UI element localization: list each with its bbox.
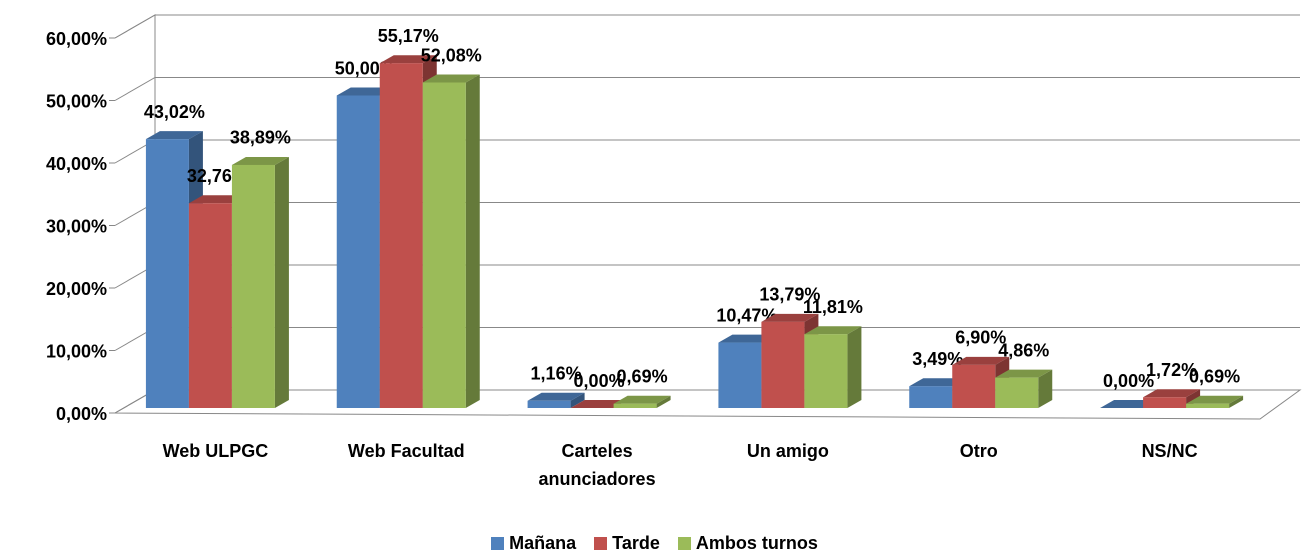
bar-front (952, 364, 996, 408)
bar-front (336, 95, 380, 408)
legend-label: Mañana (509, 533, 577, 553)
bar-top (379, 55, 437, 64)
legend-item: Mañana (491, 533, 576, 554)
data-label: 13,79% (759, 285, 820, 305)
data-label: 0,69% (1189, 366, 1240, 386)
bar-top (570, 400, 628, 408)
grid-line (114, 327, 1300, 351)
bar-top (145, 131, 203, 140)
legend-label: Tarde (612, 533, 660, 553)
data-label: 3,49% (912, 349, 963, 369)
bar (231, 156, 289, 408)
bar-top (527, 392, 585, 401)
bar-side (1229, 395, 1244, 408)
grid-line (114, 202, 1300, 226)
y-tick-label: 40,00% (46, 154, 107, 174)
bar-front (1186, 403, 1230, 408)
data-label: 52,08% (421, 45, 482, 65)
data-label: 55,17% (378, 26, 439, 46)
data-label: 0,69% (617, 366, 668, 386)
grid-line (114, 264, 1300, 289)
x-tick-label: NS/NC (1141, 441, 1198, 461)
bar-front (1143, 397, 1187, 408)
bar-top (909, 378, 967, 387)
bar-side (847, 326, 862, 408)
legend: Mañana Tarde Ambos turnos (0, 533, 1309, 554)
data-label: 0,00% (574, 371, 625, 391)
data-label: 38,89% (230, 128, 291, 148)
bar-front (422, 82, 466, 408)
x-tick-label: Carteles anunciadores (538, 441, 656, 489)
bar-front (145, 139, 189, 408)
grid-line (114, 77, 1300, 101)
bar-top (1100, 400, 1158, 408)
legend-swatch (491, 537, 505, 550)
legend-item: Tarde (594, 533, 660, 554)
bar-front (909, 386, 953, 408)
y-tick-label: 30,00% (46, 216, 107, 236)
bar-front (761, 321, 805, 408)
legend-item: Ambos turnos (677, 533, 818, 554)
bar-front (804, 334, 848, 408)
bar (1186, 395, 1244, 408)
bar-side (656, 395, 671, 408)
x-tick-label: Otro (959, 441, 998, 461)
bar-side (274, 156, 289, 408)
bar-top (952, 356, 1010, 365)
bar-side (465, 74, 480, 408)
bar (570, 400, 628, 408)
bar-top (336, 87, 394, 96)
bar-top (188, 195, 246, 204)
bar-side (570, 392, 585, 408)
grid-line (114, 14, 1300, 39)
data-label: 43,02% (144, 102, 205, 122)
bar-front (379, 63, 423, 408)
x-tick-label: Un amigo (746, 441, 829, 461)
bar-side (1038, 369, 1053, 408)
data-label: 1,72% (1146, 360, 1197, 380)
bar-front (718, 342, 762, 408)
legend-swatch (677, 537, 691, 550)
y-tick-label: 50,00% (46, 91, 107, 111)
bar-top (761, 313, 819, 322)
y-tick-label: 20,00% (46, 279, 107, 299)
legend-swatch (594, 537, 608, 550)
bar-front (188, 203, 232, 408)
data-label: 11,81% (803, 297, 863, 317)
data-label: 1,16% (531, 364, 582, 384)
bar-front (231, 164, 275, 408)
bar (527, 392, 585, 408)
bar-front (995, 377, 1039, 408)
bar (804, 326, 862, 408)
bar-top (613, 395, 671, 404)
y-tick-label: 60,00% (46, 29, 107, 49)
x-tick-label: Web ULPGC (162, 441, 269, 461)
bar-top (231, 156, 289, 165)
bar (613, 395, 671, 408)
legend-label: Ambos turnos (695, 533, 818, 553)
bar-top (1186, 395, 1244, 404)
bar (422, 74, 480, 408)
bar-front (527, 400, 571, 408)
bar (995, 369, 1053, 408)
data-label: 4,86% (998, 340, 1049, 360)
bar-top (804, 326, 862, 335)
x-tick-label: Web Facultad (347, 441, 465, 461)
data-label: 0,00% (1103, 371, 1154, 391)
bar-top (995, 369, 1053, 378)
grid-line (114, 139, 1300, 164)
bar (1100, 400, 1158, 408)
y-tick-label: 10,00% (46, 341, 107, 361)
bar-front (613, 403, 657, 408)
data-label: 6,90% (955, 328, 1006, 348)
data-label: 10,47% (716, 305, 777, 325)
bar-top (422, 74, 480, 83)
bar-top (1143, 389, 1201, 398)
y-tick-label: 0,00% (56, 404, 107, 424)
bar-top (718, 334, 776, 343)
